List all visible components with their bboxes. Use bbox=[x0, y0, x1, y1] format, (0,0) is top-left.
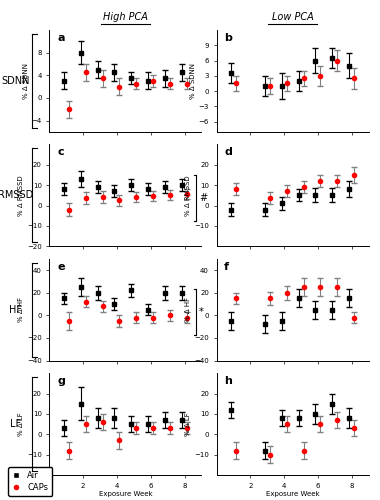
Text: e: e bbox=[57, 262, 65, 272]
Text: b: b bbox=[224, 33, 232, 43]
Text: RMSSD: RMSSD bbox=[0, 190, 33, 200]
Text: a: a bbox=[57, 33, 65, 43]
X-axis label: Exposure Week: Exposure Week bbox=[266, 492, 320, 498]
Text: LF: LF bbox=[10, 419, 21, 429]
Y-axis label: % Δ SDNN: % Δ SDNN bbox=[190, 63, 196, 99]
Y-axis label: % Δ HF: % Δ HF bbox=[18, 297, 24, 322]
Text: HF: HF bbox=[9, 304, 22, 314]
Legend: Air, CAPs: Air, CAPs bbox=[8, 467, 52, 496]
Text: SDNN: SDNN bbox=[1, 76, 30, 86]
Text: g: g bbox=[57, 376, 65, 386]
Text: d: d bbox=[224, 148, 232, 158]
Text: c: c bbox=[57, 148, 63, 158]
X-axis label: Exposure Week: Exposure Week bbox=[98, 492, 152, 498]
Y-axis label: % Δ RMSSD: % Δ RMSSD bbox=[18, 175, 24, 216]
Y-axis label: % Δ SDNN: % Δ SDNN bbox=[23, 63, 29, 99]
Y-axis label: % Δ RMSSD: % Δ RMSSD bbox=[185, 175, 191, 216]
Text: High PCA: High PCA bbox=[103, 12, 148, 22]
Text: f: f bbox=[224, 262, 229, 272]
Y-axis label: % Δ LF: % Δ LF bbox=[18, 412, 24, 436]
Text: *: * bbox=[199, 307, 204, 317]
Y-axis label: % Δ LF: % Δ LF bbox=[185, 412, 191, 436]
Y-axis label: % Δ HF: % Δ HF bbox=[185, 297, 192, 322]
Text: #: # bbox=[199, 193, 207, 203]
Text: Low PCA: Low PCA bbox=[272, 12, 314, 22]
Text: h: h bbox=[224, 376, 232, 386]
